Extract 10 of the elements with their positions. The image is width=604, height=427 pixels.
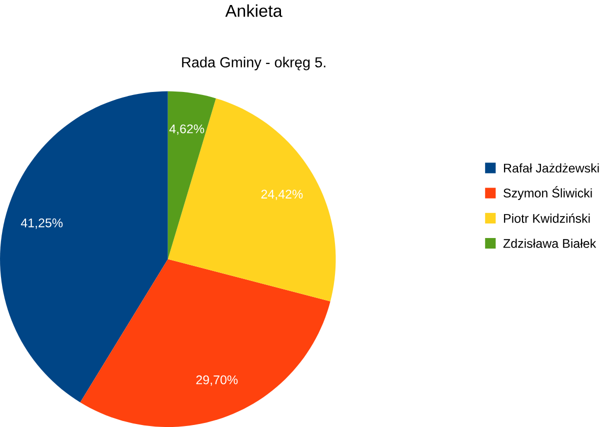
legend-label: Piotr Kwidziński [504, 214, 590, 223]
legend-label: Zdzisława Białek [503, 238, 596, 248]
data-label: 29,70% [196, 375, 238, 386]
legend-label: Szymon Śliwicki [504, 186, 592, 200]
legend-label: Rafał Jażdżewski [504, 163, 599, 173]
chart-subtitle: Rada Gminy - okręg 5. [182, 56, 326, 70]
data-label: 41,25% [20, 218, 63, 229]
data-label: 24,42% [261, 190, 303, 200]
data-label: 4,62% [169, 124, 204, 135]
chart-title: Ankieta [225, 4, 282, 17]
